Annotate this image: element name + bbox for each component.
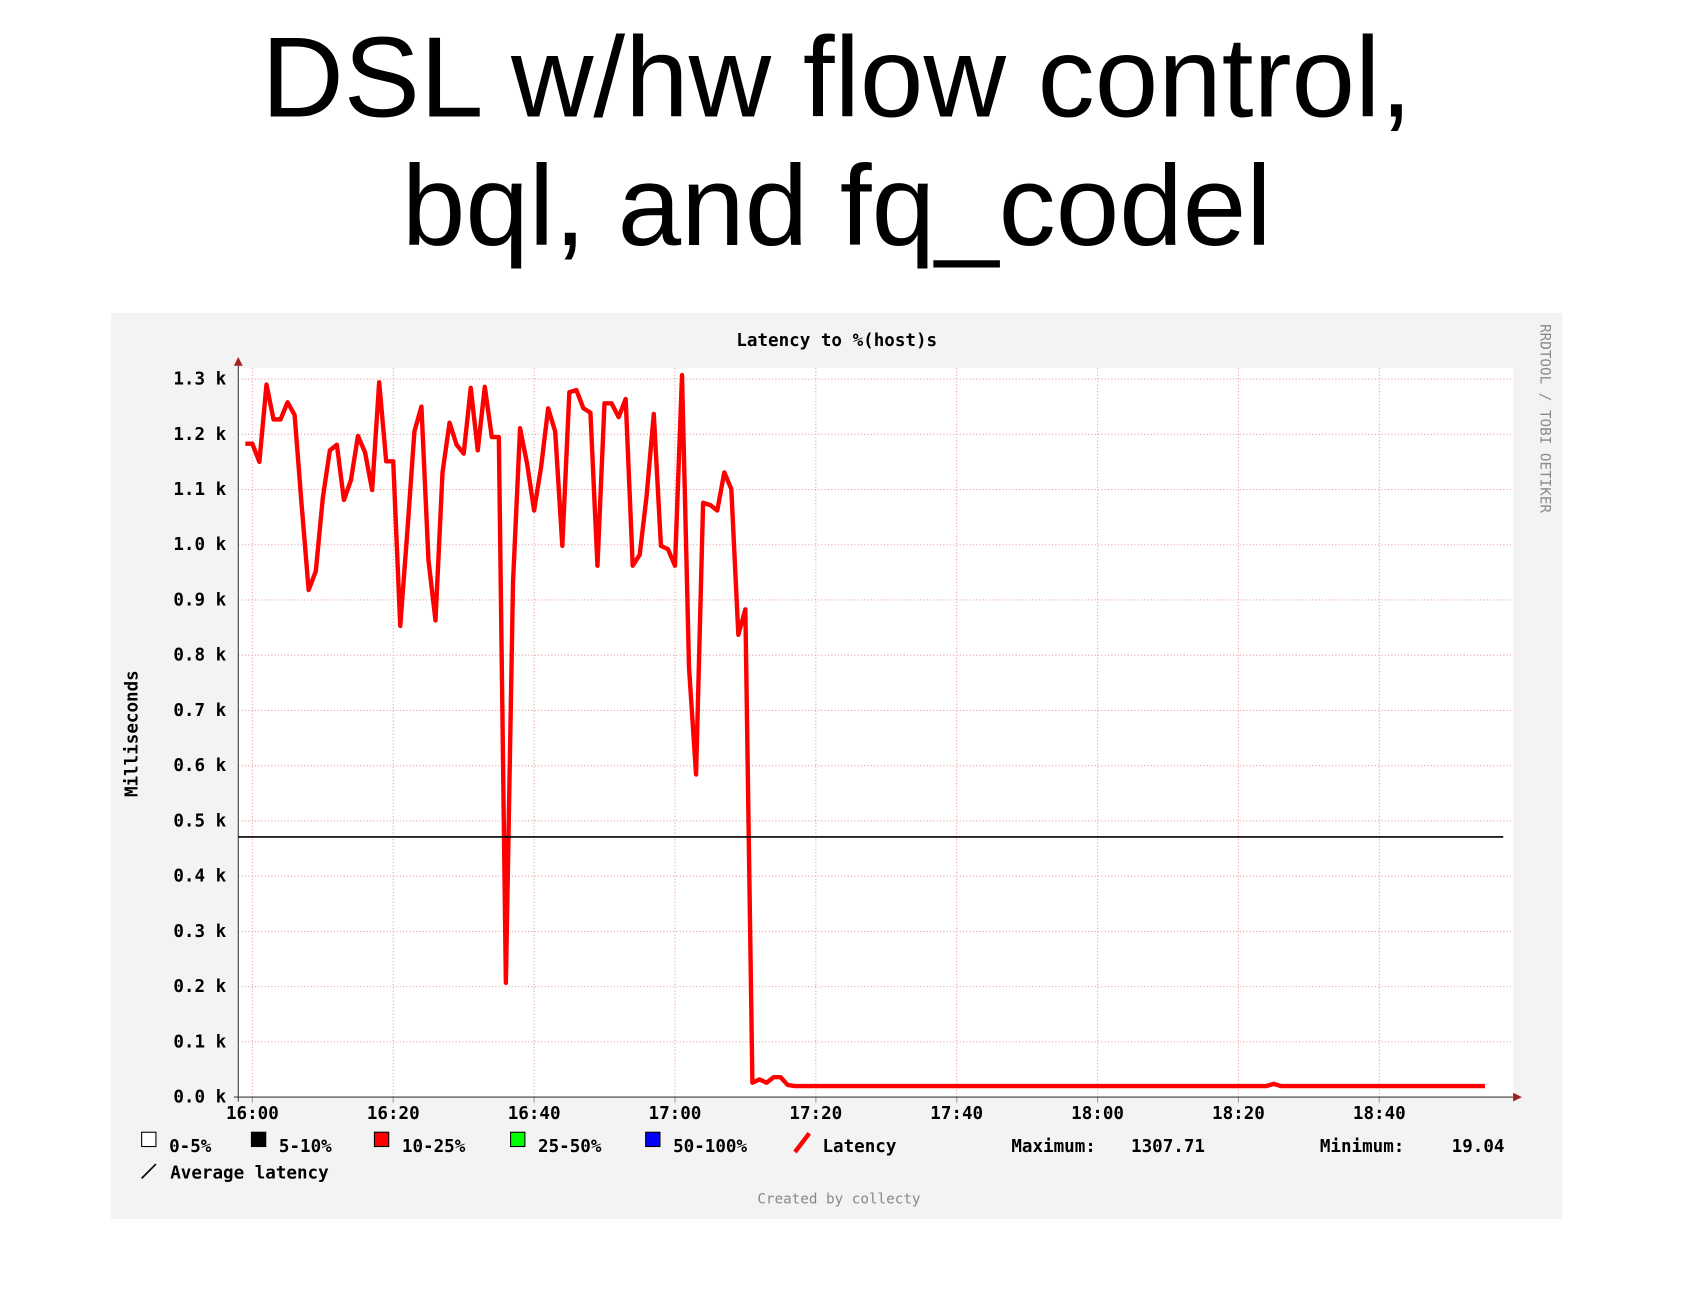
x-tick-label: 16:20 xyxy=(367,1104,420,1124)
y-tick-label: 0.4 k xyxy=(173,867,226,887)
x-tick-label: 16:40 xyxy=(508,1104,561,1124)
y-tick-label: 0.6 k xyxy=(173,756,226,776)
series-line xyxy=(245,372,1485,1089)
y-tick-label: 1.3 k xyxy=(173,370,226,390)
stat-value: 1307.71 xyxy=(1131,1137,1205,1157)
legend-swatch xyxy=(141,1163,157,1179)
legend-label: Average latency xyxy=(170,1163,329,1183)
x-tick-label: 16:00 xyxy=(226,1104,279,1124)
y-tick-label: 1.0 k xyxy=(173,535,226,555)
stat-label: Minimum: xyxy=(1320,1137,1405,1157)
x-tick-label: 18:20 xyxy=(1212,1104,1265,1124)
y-tick-label: 1.2 k xyxy=(173,425,226,445)
legend-swatch xyxy=(141,1131,157,1148)
slide-title: DSL w/hw flow control, xyxy=(261,15,1412,142)
credit: Created by collecty xyxy=(757,1192,921,1208)
plot-area xyxy=(238,367,1514,1098)
stat-value: 19.04 xyxy=(1452,1137,1505,1157)
stat-label: Maximum: xyxy=(1011,1137,1096,1157)
y-tick-label: 0.2 k xyxy=(173,977,226,997)
legend-swatch xyxy=(793,1132,812,1154)
y-tick-label: 0.1 k xyxy=(173,1032,226,1052)
y-tick-label: 0.5 k xyxy=(173,811,226,831)
axis-arrow xyxy=(233,357,243,366)
legend-swatch xyxy=(250,1131,267,1148)
y-tick-label: 0.3 k xyxy=(173,922,226,942)
y-tick-label: 1.1 k xyxy=(173,480,226,500)
y-tick-label: 0.8 k xyxy=(173,646,226,666)
legend-swatch xyxy=(645,1131,661,1148)
axis-arrow xyxy=(1513,1092,1522,1102)
slide-title: bql, and fq_codel xyxy=(402,143,1272,270)
y-axis-label: Milliseconds xyxy=(122,670,142,797)
x-tick-label: 17:40 xyxy=(930,1104,983,1124)
x-tick-label: 17:20 xyxy=(789,1104,842,1124)
x-tick-label: 18:40 xyxy=(1353,1104,1406,1124)
y-tick-label: 0.7 k xyxy=(173,701,226,721)
x-tick-label: 17:00 xyxy=(649,1104,702,1124)
legend-label: 10-25% xyxy=(402,1137,466,1157)
watermark: RRDTOOL / TOBI OETIKER xyxy=(1537,324,1553,513)
legend-label: 0-5% xyxy=(169,1137,212,1157)
y-tick-label: 0.0 k xyxy=(173,1088,226,1108)
legend-swatch xyxy=(510,1131,526,1148)
y-tick-label: 0.9 k xyxy=(173,590,226,610)
chart: 0.0 k 0.1 k 0.2 k 0.3 k 0.4 k 0.5 k 0.6 k 0.7 k… xyxy=(141,357,1522,1183)
legend-label: Latency xyxy=(822,1137,896,1157)
legend-label: 50-100% xyxy=(673,1137,747,1157)
legend-swatch xyxy=(373,1131,390,1148)
legend-label: 25-50% xyxy=(538,1137,602,1157)
x-tick-label: 18:00 xyxy=(1071,1104,1124,1124)
legend-label: 5-10% xyxy=(279,1137,332,1157)
chart-title: Latency to %(host)s xyxy=(736,331,937,351)
